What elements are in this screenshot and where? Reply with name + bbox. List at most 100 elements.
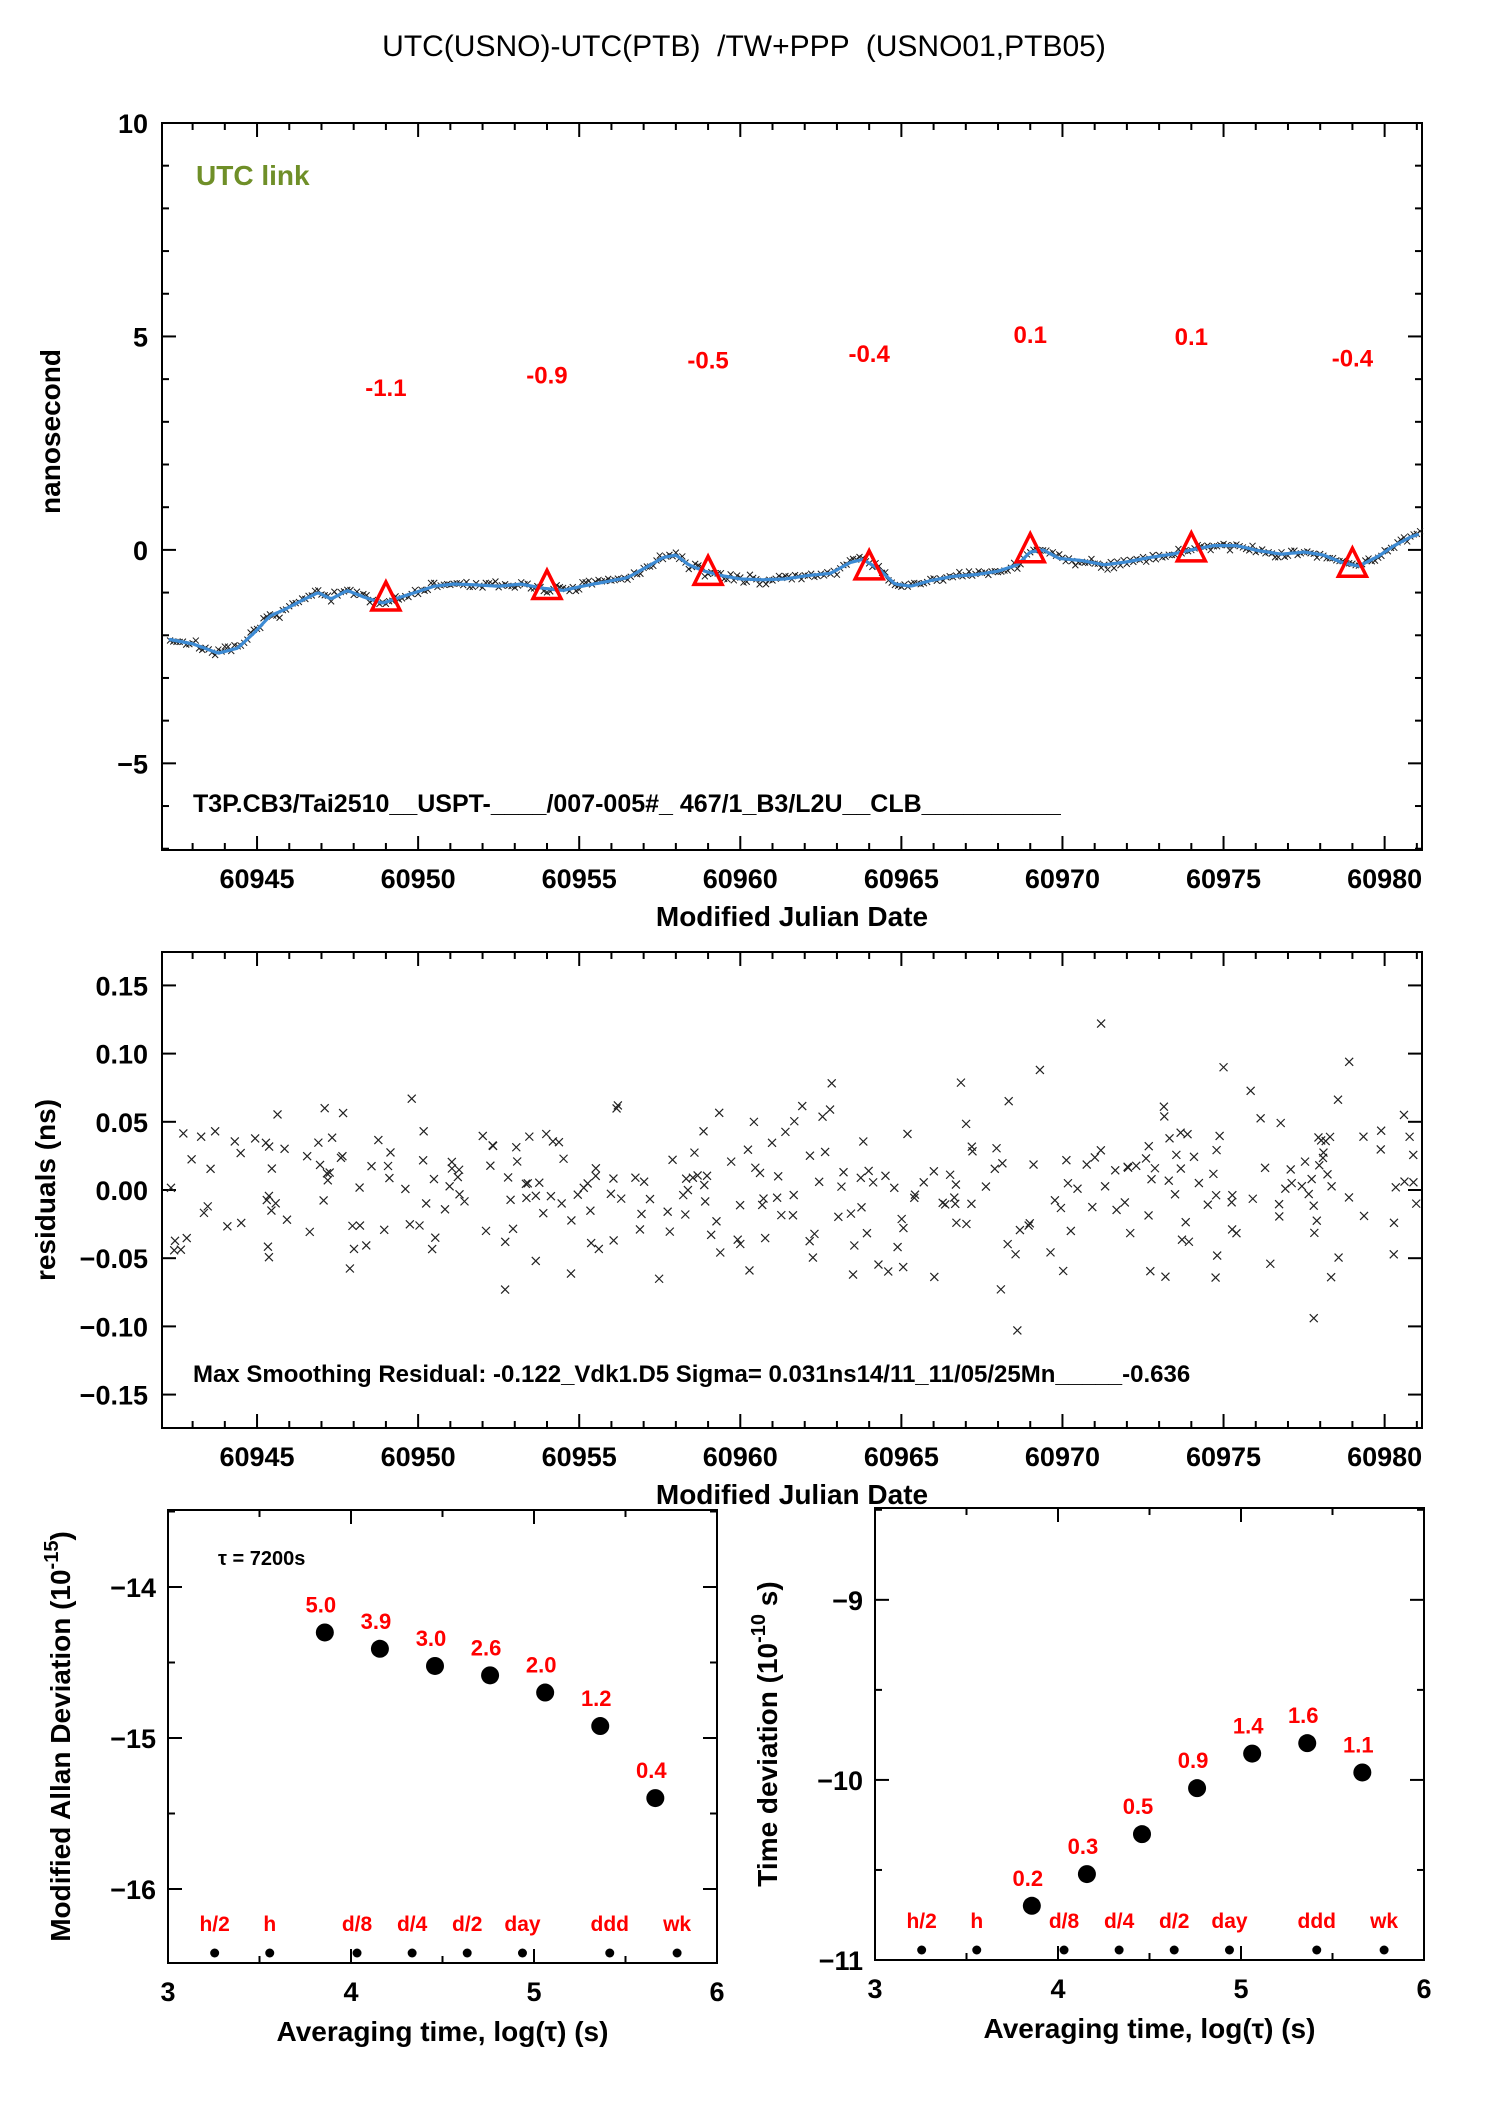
x-marker — [1300, 1157, 1310, 1167]
x-marker — [1297, 1181, 1307, 1191]
x-marker — [797, 1101, 807, 1111]
x-marker — [508, 1224, 518, 1234]
x-marker — [1212, 1145, 1222, 1155]
x-marker — [1024, 1221, 1034, 1230]
x-marker — [609, 1174, 618, 1184]
x-marker — [250, 1133, 260, 1143]
x-marker — [950, 1199, 960, 1209]
figure-title: UTC(USNO)-UTC(PTB) /TW+PPP (USNO01,PTB05… — [382, 30, 1106, 63]
x-marker — [839, 1167, 848, 1177]
x-marker — [613, 1101, 623, 1110]
unit-mark-label: wk — [662, 1913, 691, 1936]
unit-mark-dot — [605, 1948, 615, 1958]
x-marker — [1391, 1182, 1401, 1192]
unit-mark-dot — [1169, 1945, 1179, 1955]
deviation-value-label: 2.0 — [526, 1653, 557, 1678]
x-axis-title: Modified Julian Date — [656, 901, 928, 932]
x-marker — [500, 1285, 510, 1294]
x-tick-label: 60955 — [542, 1442, 617, 1472]
y-tick-label: 0.10 — [95, 1040, 148, 1070]
x-marker — [236, 1218, 246, 1228]
deviation-value-label: 1.1 — [1343, 1732, 1374, 1757]
x-marker — [680, 1210, 690, 1219]
x-marker — [573, 1190, 583, 1200]
x-marker — [893, 1242, 903, 1252]
plot-frame — [161, 951, 1423, 1429]
x-marker — [706, 1230, 716, 1240]
calibration-value-label: -1.1 — [365, 375, 406, 402]
x-marker — [1309, 1313, 1319, 1323]
unit-mark-dot — [972, 1945, 982, 1955]
x-marker — [1376, 1144, 1386, 1154]
x-marker — [1058, 1266, 1068, 1276]
x-marker — [1312, 1216, 1322, 1226]
x-marker — [805, 1236, 815, 1246]
x-marker — [1286, 1164, 1296, 1174]
x-marker — [400, 1184, 410, 1194]
x-marker — [1276, 1118, 1286, 1128]
x-marker — [1147, 1174, 1156, 1184]
x-marker — [874, 1260, 883, 1269]
x-marker — [478, 1131, 488, 1141]
x-marker — [1359, 1132, 1368, 1142]
x-marker — [808, 1253, 818, 1262]
x-marker — [418, 1155, 428, 1165]
x-marker — [386, 1147, 395, 1157]
x-marker — [523, 1178, 533, 1188]
x-marker — [635, 1224, 645, 1234]
x-marker — [271, 1198, 281, 1208]
x-marker — [264, 1142, 274, 1151]
x-marker — [384, 1173, 394, 1183]
calibration-triangle — [1013, 529, 1048, 564]
x-marker — [1316, 1135, 1326, 1145]
x-tick-label: 5 — [1233, 1974, 1248, 2004]
x-marker — [1170, 1189, 1180, 1199]
x-marker — [1063, 1178, 1073, 1188]
series-curve — [168, 533, 1420, 655]
x-tick-label: 60960 — [703, 864, 778, 894]
x-marker — [455, 1189, 464, 1199]
x-marker — [221, 643, 229, 650]
x-marker — [1120, 1198, 1130, 1207]
x-marker — [355, 1221, 365, 1231]
x-marker — [1165, 1133, 1174, 1143]
x-marker — [1015, 1225, 1025, 1235]
unit-mark-dot — [517, 1948, 527, 1958]
x-tick-label: 6 — [709, 1977, 724, 2007]
x-marker — [1208, 1169, 1218, 1179]
x-marker — [273, 1110, 282, 1119]
x-marker — [606, 1189, 616, 1199]
x-tick-label: 60975 — [1186, 864, 1261, 894]
x-marker — [1110, 564, 1118, 572]
x-marker — [557, 1198, 567, 1208]
x-marker — [454, 1165, 464, 1175]
x-tick-label: 60970 — [1025, 1442, 1100, 1472]
x-marker — [1046, 1247, 1055, 1257]
calibration-triangle — [1174, 528, 1209, 563]
x-marker — [187, 1154, 197, 1164]
x-marker — [1090, 1152, 1100, 1162]
deviation-point — [1077, 1865, 1096, 1884]
x-marker — [586, 1238, 596, 1248]
x-marker — [531, 1256, 541, 1266]
x-marker — [319, 1195, 329, 1205]
x-marker — [951, 1180, 961, 1189]
x-marker — [849, 1241, 859, 1250]
calibration-value-label: 0.1 — [1014, 322, 1047, 349]
y-tick-label: −11 — [819, 1946, 863, 1976]
x-marker — [827, 1078, 837, 1088]
unit-mark-dot — [1059, 1945, 1069, 1955]
x-tick-label: 60950 — [381, 864, 456, 894]
x-marker — [176, 1245, 186, 1255]
x-marker — [166, 1183, 176, 1193]
x-marker — [1411, 1199, 1421, 1209]
residuals-scatter — [166, 1019, 1421, 1335]
deviation-point — [591, 1717, 610, 1736]
x-marker — [315, 1160, 325, 1170]
x-marker — [992, 1143, 1001, 1153]
x-marker — [383, 1161, 393, 1171]
x-marker — [591, 1163, 601, 1173]
x-marker — [1150, 1163, 1160, 1173]
x-axis-title: Averaging time, log(τ) (s) — [984, 2013, 1316, 2044]
